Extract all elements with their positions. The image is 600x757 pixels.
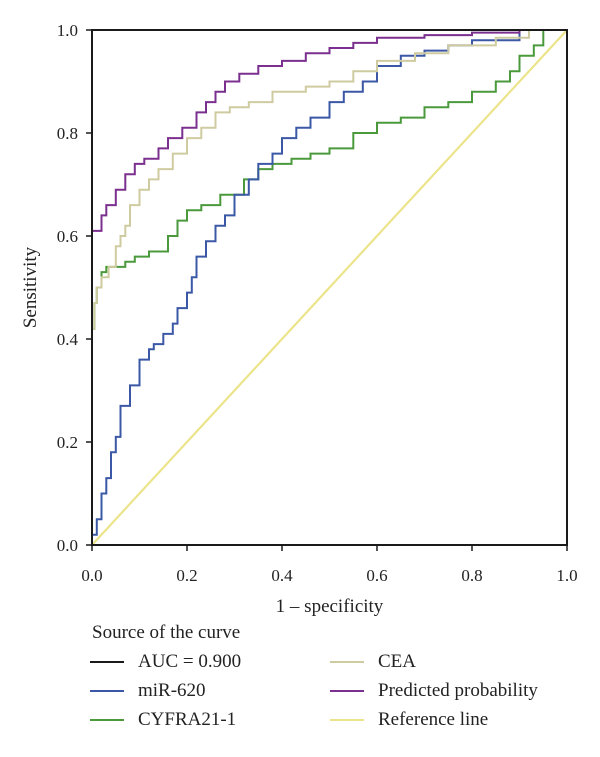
x-tick-label: 0.8 [461,566,482,585]
y-tick-label: 1.0 [57,21,78,40]
x-tick-label: 0.0 [81,566,102,585]
legend-swatch [330,690,364,692]
legend-item: AUC = 0.900 [90,650,330,674]
legend: Source of the curve AUC = 0.900 CEA miR-62… [90,622,590,732]
series-line-cyfra21-1 [91,29,567,545]
x-tick-label: 0.4 [271,566,293,585]
legend-label: Reference line [378,709,489,730]
y-tick-label: 0.2 [57,433,78,452]
legend-label: AUC = 0.900 [138,651,242,672]
series-layer [91,29,568,546]
y-tick-label: 0.4 [57,330,79,349]
x-tick-label: 0.6 [366,566,387,585]
legend-label: Predicted probability [378,680,538,701]
y-tick-label: 0.0 [57,536,78,555]
x-tick-label: 0.2 [176,566,197,585]
legend-title: Source of the curve [92,622,241,643]
axes-layer [91,29,568,546]
legend-item: Reference line [330,708,580,732]
legend-label: CYFRA21-1 [138,709,237,730]
legend-item: miR-620 [90,679,330,703]
legend-swatch [90,690,124,692]
legend-grid: AUC = 0.900 CEA miR-620 Predicted probabili… [90,650,590,732]
series-line-reference-line [91,29,568,546]
legend-item: CEA [330,650,580,674]
y-tick-label: 0.8 [57,124,78,143]
series-line-cea [91,29,567,370]
legend-item: Predicted probability [330,679,580,703]
series-line-predicted-probability [91,29,567,242]
legend-label: CEA [378,651,416,672]
series-line-mir-620 [91,29,567,545]
legend-label: miR-620 [138,680,206,701]
legend-item: CYFRA21-1 [90,708,330,732]
y-axis-title: Sensitivity [20,246,41,328]
legend-swatch [90,719,124,721]
legend-swatch [330,661,364,663]
plot-frame [91,29,568,546]
y-tick-label: 0.6 [57,227,78,246]
roc-chart: 0.0 0.2 0.4 0.6 0.8 1.0 0.0 0.2 0.4 0.6 0.8 1.0 1 –… [20,21,578,617]
legend-swatch [330,719,364,721]
x-axis-title: 1 – specificity [276,596,384,617]
legend-swatch [90,661,124,663]
x-tick-label: 1.0 [556,566,577,585]
ticks-layer: 0.0 0.2 0.4 0.6 0.8 1.0 0.0 0.2 0.4 0.6 0.8 1.0 [57,21,578,585]
